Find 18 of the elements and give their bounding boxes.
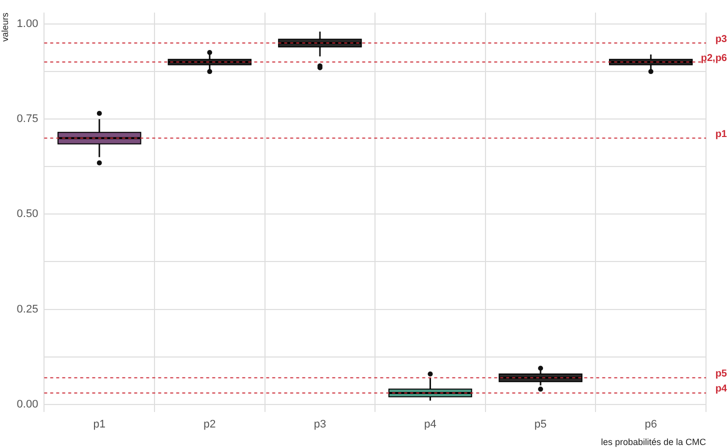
ref-line-label: p4 [715, 384, 728, 395]
y-axis-title: valeurs [0, 12, 10, 42]
x-tick-label: p5 [534, 418, 547, 431]
ref-line-label: p3 [715, 34, 728, 45]
ref-line-label: p5 [715, 368, 728, 380]
x-tick-label: p4 [424, 418, 436, 431]
y-tick-label: 0.25 [16, 303, 38, 316]
x-tick-label: p6 [644, 418, 657, 431]
x-tick-label: p1 [93, 418, 106, 431]
y-tick-label: 1.00 [16, 18, 38, 30]
x-axis-title: les probabilités de la CMC [600, 437, 706, 448]
x-tick-label: p3 [314, 418, 326, 431]
y-tick-label: 0.00 [16, 398, 38, 410]
ref-line-label: p1 [715, 128, 728, 140]
y-tick-label: 0.50 [16, 208, 38, 220]
y-tick-label: 0.75 [16, 113, 38, 126]
ref-line-label: p2,p6 [700, 52, 728, 64]
x-tick-label: p2 [204, 418, 216, 431]
